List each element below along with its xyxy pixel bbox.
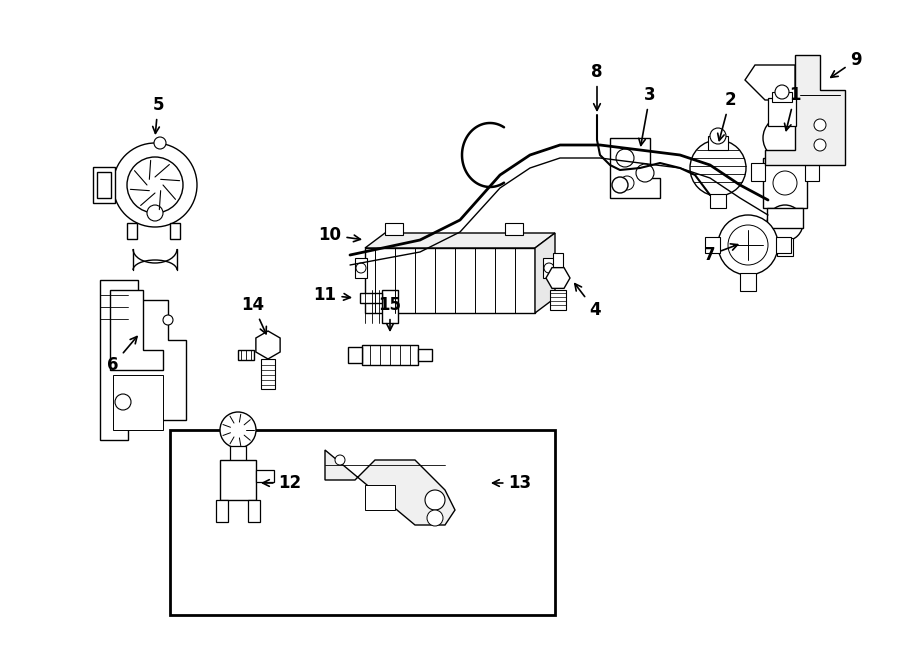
Text: 10: 10 [319,226,360,244]
Polygon shape [365,233,555,248]
Bar [805,163,819,181]
Text: 4: 4 [575,284,601,319]
Polygon shape [110,290,163,370]
Polygon shape [348,347,362,363]
Bar [216,500,228,522]
Polygon shape [745,65,795,100]
Bar [113,375,163,430]
Circle shape [616,149,634,167]
Bar [256,470,274,482]
Circle shape [636,164,654,182]
Polygon shape [220,460,256,500]
Bar [550,290,566,310]
Bar [97,172,111,198]
Text: 14: 14 [241,296,266,334]
Text: 5: 5 [152,96,164,134]
Circle shape [115,394,131,410]
Polygon shape [170,223,180,239]
Polygon shape [382,290,398,323]
Bar [772,92,792,102]
Text: 9: 9 [831,51,862,77]
Circle shape [814,139,826,151]
Bar [740,273,756,291]
Polygon shape [418,349,432,361]
Text: 1: 1 [785,86,801,130]
Circle shape [718,215,778,275]
Bar [768,98,796,126]
Bar [385,223,403,235]
Circle shape [147,205,163,221]
Text: 8: 8 [591,63,603,110]
Bar [705,237,720,253]
Circle shape [814,119,826,131]
Bar [776,237,791,253]
Bar [751,163,765,181]
Text: 6: 6 [107,336,137,374]
Bar [767,208,803,228]
Bar [763,158,807,208]
Bar [777,238,793,256]
Circle shape [154,137,166,149]
Bar [553,253,563,267]
Circle shape [163,315,173,325]
Polygon shape [765,55,845,165]
Circle shape [728,225,768,265]
Bar [543,258,555,278]
Text: 15: 15 [379,296,401,330]
Bar [248,500,260,522]
Text: 3: 3 [639,86,656,145]
Polygon shape [127,223,137,239]
Circle shape [763,116,807,160]
Bar [93,167,115,203]
Bar [365,485,395,510]
Polygon shape [256,331,280,359]
Circle shape [710,128,726,144]
Circle shape [690,140,746,196]
Bar [355,258,367,278]
Circle shape [425,490,445,510]
Bar [230,446,246,462]
Polygon shape [325,450,455,525]
Bar [708,136,728,150]
Circle shape [220,412,256,448]
Circle shape [427,510,443,526]
Text: 11: 11 [313,286,350,304]
Polygon shape [610,138,660,198]
Polygon shape [362,345,418,365]
Bar [710,194,726,208]
Bar [505,223,523,235]
Circle shape [773,171,797,195]
Bar [261,359,275,389]
Circle shape [335,455,345,465]
Circle shape [127,157,183,213]
Bar [170,430,555,615]
Circle shape [767,205,803,241]
Text: 2: 2 [717,91,736,141]
Text: 13: 13 [492,474,532,492]
Polygon shape [360,293,382,303]
Circle shape [544,263,554,273]
Circle shape [356,263,366,273]
Polygon shape [546,268,570,288]
Text: 7: 7 [704,244,738,264]
Bar [365,248,535,313]
Text: 12: 12 [263,474,302,492]
Circle shape [620,176,634,190]
Polygon shape [238,350,254,360]
Polygon shape [100,280,186,440]
Circle shape [113,143,197,227]
Polygon shape [535,233,555,313]
Circle shape [612,177,628,193]
Circle shape [775,85,789,99]
